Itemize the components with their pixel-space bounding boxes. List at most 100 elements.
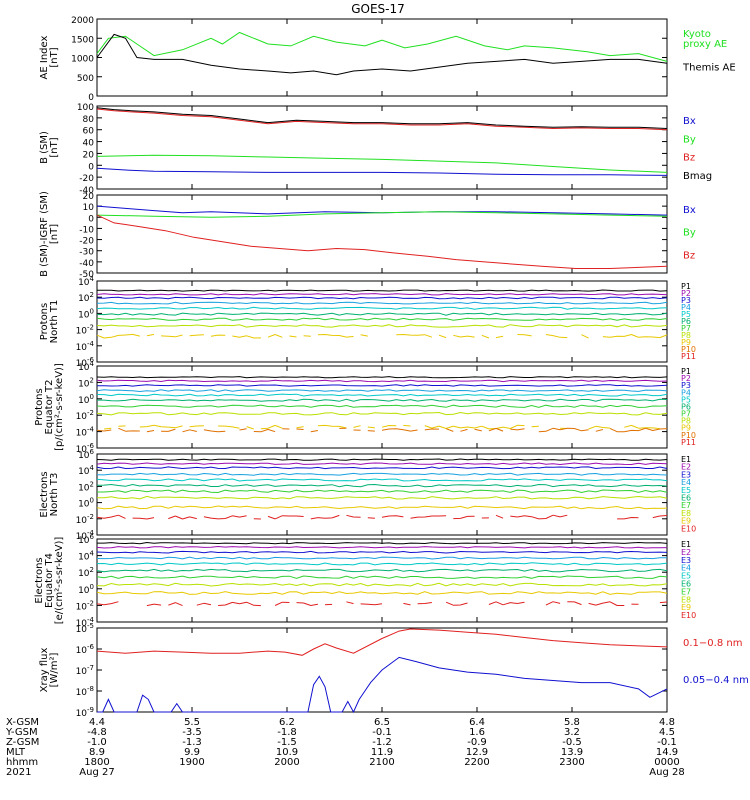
legend-label: E4 [681, 564, 691, 573]
y-tick-label: 2000 [71, 16, 94, 26]
series-line-p9 [104, 424, 660, 430]
y-tick-label: 10-2 [76, 513, 94, 526]
x-axis-tick-label: 3.2 [564, 727, 580, 738]
y-tick-label: 10 [83, 203, 95, 213]
x-axis-tick-label: 2300 [559, 757, 584, 768]
y-tick-label: 100 [78, 307, 94, 320]
legend-label: By [683, 134, 696, 145]
series-line-p7 [96, 404, 668, 408]
series-line-e6 [96, 568, 668, 573]
series-line-p3 [96, 296, 668, 300]
x-axis-tick-label: 10.9 [276, 747, 298, 758]
series-line-e1 [97, 541, 668, 545]
legend-label: E2 [681, 463, 691, 472]
x-axis-tick-label: -1.5 [277, 737, 297, 748]
y-tick-label: -20 [79, 237, 94, 247]
series-line-p1 [96, 289, 668, 292]
x-axis-tick-label: 6.4 [469, 717, 485, 728]
y-tick-label: 100 [78, 393, 94, 406]
y-tick-label: -30 [79, 248, 94, 258]
x-axis-tick-label: 12.9 [466, 747, 488, 758]
y-tick-label: 104 [78, 464, 94, 477]
y-tick-label: 10-4 [76, 340, 95, 353]
legend-label: E4 [681, 478, 691, 487]
series-line-p6 [97, 398, 668, 402]
y-axis-label: ProtonsNorth T1 [39, 300, 60, 344]
series-line-p5 [96, 393, 668, 397]
y-tick-label: 80 [83, 115, 95, 125]
legend-label: E7 [681, 501, 691, 510]
x-axis-row-label: Y-GSM [5, 727, 38, 738]
legend-label: P2 [681, 374, 691, 383]
x-axis-tick-label: 2000 [274, 757, 299, 768]
panel-frame [96, 453, 668, 536]
panel-pe: 10-6 10-4 10-2 100 102 104 ProtonsEquator T2[p… [34, 360, 696, 455]
series-line-p9 [96, 333, 668, 339]
series-line-p4 [96, 301, 668, 305]
series-line-e2 [96, 545, 668, 549]
legend-label: P7 [681, 410, 691, 419]
legend-label: P8 [681, 417, 691, 426]
x-axis-tick-label: 1900 [179, 757, 204, 768]
x-axis-row-label: X-GSM [6, 717, 39, 728]
y-tick-label: 104 [78, 360, 94, 373]
y-tick-label: 102 [78, 566, 94, 579]
x-axis-tick-label: 9.9 [184, 747, 200, 758]
legend-label: P11 [681, 438, 696, 447]
y-axis-label: ElectronsEquator T4[e/(cm²-s-sr-keV)] [34, 537, 65, 625]
x-axis-tick-label: Aug 27 [79, 767, 114, 778]
x-axis-tick-label: 6.2 [279, 717, 295, 728]
y-tick-label: -50 [79, 270, 94, 280]
y-tick-label: -40 [79, 259, 94, 269]
x-axis-row-label: hhmm [6, 757, 38, 768]
y-tick-label: 0 [88, 162, 94, 172]
y-tick-label: 10-2 [76, 409, 94, 422]
y-tick-label: 102 [78, 480, 94, 493]
y-tick-label: 10-2 [76, 324, 94, 337]
series-line-e10 [96, 514, 668, 520]
series-line-by [96, 211, 668, 218]
legend-label: P4 [681, 388, 691, 397]
legend-label: E2 [681, 548, 691, 557]
legend-label: E5 [681, 486, 691, 495]
y-tick-label: 0 [88, 214, 94, 224]
legend-label: proxy AE [683, 39, 727, 50]
y-tick-label: -20 [79, 174, 94, 184]
legend-label: E5 [681, 572, 691, 581]
y-tick-label: 60 [83, 127, 95, 137]
y-tick-label: -10 [79, 225, 94, 235]
series-line-0-1-0-8-nm [96, 628, 668, 656]
x-axis-tick-label: Aug 28 [649, 767, 684, 778]
series-line-p2 [96, 379, 668, 383]
legend-label: P3 [681, 381, 691, 390]
y-tick-label: 1000 [71, 55, 94, 65]
x-axis-tick-label: 5.5 [184, 717, 200, 728]
y-tick-label: 104 [78, 550, 94, 563]
legend-label: Bz [683, 153, 695, 164]
y-tick-label: 100 [77, 103, 94, 113]
legend-label: By [683, 228, 696, 239]
series-line-e4 [96, 556, 668, 560]
series-line-p2 [96, 293, 668, 296]
legend-label: P9 [681, 338, 691, 347]
legend-label: P3 [681, 296, 691, 305]
x-axis-tick-label: 5.8 [564, 717, 580, 728]
legend-label: 0.05−0.4 nm [683, 675, 749, 686]
series-line-e7 [96, 575, 668, 579]
series-line-e5 [96, 562, 668, 566]
series-line-p3 [97, 384, 668, 387]
series-line-e7 [97, 489, 668, 494]
y-tick-label: 10-6 [76, 643, 95, 656]
series-line-bx [96, 167, 668, 176]
legend-label: E3 [681, 556, 691, 565]
series-line-p4 [96, 389, 668, 393]
panel-frame [96, 105, 668, 190]
y-tick-label: 10-4 [76, 616, 95, 629]
y-tick-label: 10-8 [76, 685, 94, 698]
y-tick-label: 10-4 [76, 426, 95, 439]
series-line-p10 [96, 427, 668, 433]
x-axis-tick-label: 4.4 [89, 717, 105, 728]
legend-label: P1 [681, 367, 691, 376]
y-tick-label: 10-6 [76, 356, 95, 369]
